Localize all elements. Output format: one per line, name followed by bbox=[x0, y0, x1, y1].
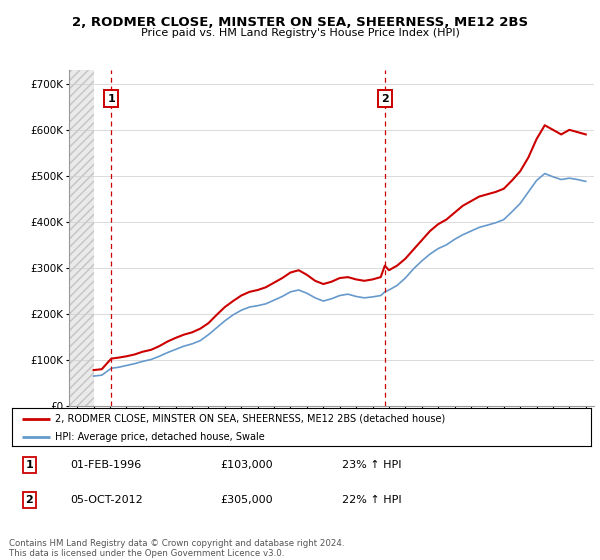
Text: Contains HM Land Registry data © Crown copyright and database right 2024.
This d: Contains HM Land Registry data © Crown c… bbox=[9, 539, 344, 558]
Text: 2, RODMER CLOSE, MINSTER ON SEA, SHEERNESS, ME12 2BS: 2, RODMER CLOSE, MINSTER ON SEA, SHEERNE… bbox=[72, 16, 528, 29]
Text: Price paid vs. HM Land Registry's House Price Index (HPI): Price paid vs. HM Land Registry's House … bbox=[140, 28, 460, 38]
Text: 2, RODMER CLOSE, MINSTER ON SEA, SHEERNESS, ME12 2BS (detached house): 2, RODMER CLOSE, MINSTER ON SEA, SHEERNE… bbox=[55, 413, 446, 423]
Text: 23% ↑ HPI: 23% ↑ HPI bbox=[342, 460, 401, 470]
Text: £103,000: £103,000 bbox=[220, 460, 273, 470]
Text: 01-FEB-1996: 01-FEB-1996 bbox=[70, 460, 141, 470]
Text: 1: 1 bbox=[25, 460, 33, 470]
Text: 22% ↑ HPI: 22% ↑ HPI bbox=[342, 495, 401, 505]
Text: 05-OCT-2012: 05-OCT-2012 bbox=[70, 495, 143, 505]
Text: HPI: Average price, detached house, Swale: HPI: Average price, detached house, Swal… bbox=[55, 432, 265, 442]
Bar bbox=[69, 70, 94, 406]
Text: £305,000: £305,000 bbox=[220, 495, 273, 505]
Text: 2: 2 bbox=[381, 94, 389, 104]
Text: 1: 1 bbox=[107, 94, 115, 104]
Text: 2: 2 bbox=[25, 495, 33, 505]
